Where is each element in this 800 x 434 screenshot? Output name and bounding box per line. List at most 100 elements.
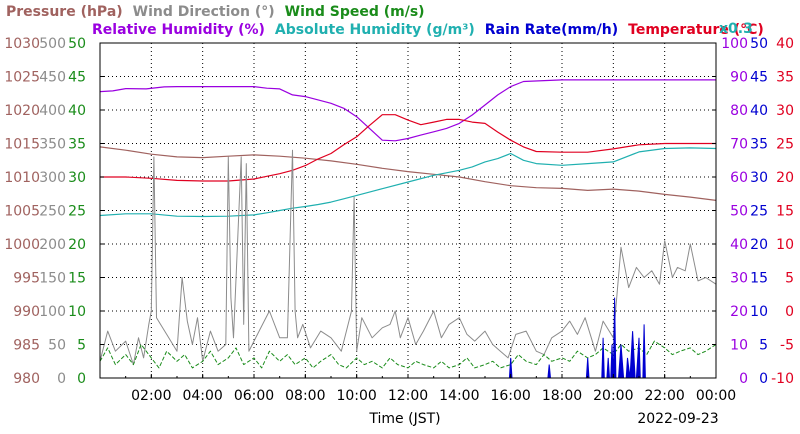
y-tick-label-pressure: 1000	[4, 237, 40, 253]
y-tick-label-temperature: 15	[776, 204, 794, 220]
y-tick-label-humidity: 10	[730, 338, 748, 354]
y-tick-label-pressure: 1005	[4, 204, 40, 220]
y-tick-label-pressure: 1010	[4, 170, 40, 186]
y-tick-label-rain-rate: 45	[750, 70, 768, 86]
y-tick-label-humidity: 100	[721, 36, 748, 52]
chart-header: Pressure (hPa) Wind Direction (°) Wind Spe…	[6, 4, 764, 38]
y-tick-label-pressure: 995	[13, 271, 40, 287]
y-tick-label-rain-rate: 50	[750, 36, 768, 52]
y-tick-label-rain-rate: 35	[750, 137, 768, 153]
y-tick-label-humidity: 30	[730, 271, 748, 287]
y-tick-label-humidity: 20	[730, 304, 748, 320]
y-tick-label-rain-rate: 5	[759, 338, 768, 354]
y-tick-label-humidity: 50	[730, 204, 748, 220]
y-tick-label-temperature: 10	[776, 237, 794, 253]
series-absolute-humidity-g-m	[99, 147, 717, 218]
x-tick-label: 22:00	[644, 388, 684, 404]
y-tick-label-rain-rate: 25	[750, 204, 768, 220]
date-label: 2022-09-23	[637, 411, 718, 427]
y-tick-label-temperature: 25	[776, 137, 794, 153]
y-tick-label-rain-rate: 40	[750, 103, 768, 119]
y-tick-label-humidity: 0	[739, 371, 748, 387]
y-tick-label-wind-speed: 5	[77, 338, 86, 354]
y-tick-label-rain-rate: 20	[750, 237, 768, 253]
y-tick-label-wind-speed: 35	[68, 137, 86, 153]
y-tick-label-temperature: 30	[776, 103, 794, 119]
y-tick-label-wind-speed: 20	[68, 237, 86, 253]
series-temperature-c	[100, 114, 716, 182]
y-tick-label-rain-rate: 15	[750, 271, 768, 287]
legend-pressure-hpa: Pressure (hPa)	[6, 4, 123, 20]
y-tick-label-pressure: 1030	[4, 36, 40, 52]
chart-series	[99, 79, 717, 379]
x-axis-label: Time (JST)	[368, 411, 440, 427]
y-tick-label-wind-speed: 50	[68, 36, 86, 52]
y-tick-label-pressure: 1015	[4, 137, 40, 153]
y-tick-label-temperature: 20	[776, 170, 794, 186]
y-tick-label-pressure: 985	[13, 338, 40, 354]
legend-wind-direction: Wind Direction (°)	[133, 4, 275, 20]
y-tick-label-temperature: -10	[771, 371, 794, 387]
legend-rain-rate-mm-h: Rain Rate(mm/h)	[485, 22, 618, 38]
x-tick-label: 02:00	[131, 388, 171, 404]
x-tick-label: 12:00	[388, 388, 428, 404]
y-tick-label-wind-direction: 0	[57, 371, 66, 387]
y-tick-label-wind-direction: 500	[39, 36, 66, 52]
y-tick-label-humidity: 40	[730, 237, 748, 253]
y-tick-label-wind-direction: 450	[39, 70, 66, 86]
y-tick-label-temperature: 0	[785, 304, 794, 320]
y-tick-label-rain-rate: 10	[750, 304, 768, 320]
y-tick-label-wind-direction: 100	[39, 304, 66, 320]
series-wind-speed-m-s	[99, 340, 717, 369]
y-tick-label-humidity: 80	[730, 103, 748, 119]
y-tick-label-wind-speed: 10	[68, 304, 86, 320]
x-tick-label: 18:00	[542, 388, 582, 404]
y-tick-label-wind-speed: 45	[68, 70, 86, 86]
y-tick-label-humidity: 90	[730, 70, 748, 86]
y-tick-label-wind-direction: 50	[48, 338, 66, 354]
y-tick-label-temperature: -5	[780, 338, 794, 354]
x-tick-label: 00:00	[696, 388, 736, 404]
y-tick-label-wind-speed: 40	[68, 103, 86, 119]
y-tick-label-pressure: 1020	[4, 103, 40, 119]
x-tick-label: 10:00	[336, 388, 376, 404]
legend-temperature-c: Temperature (°C)	[628, 22, 764, 38]
y-tick-label-rain-rate: 0	[759, 371, 768, 387]
series-wind-direction	[99, 149, 717, 366]
x-axis-ticks: 02:00 04:00 06:00 08:00 10:00 12:00 14:00 16:00…	[100, 42, 736, 404]
y-tick-label-wind-direction: 150	[39, 271, 66, 287]
y-tick-label-wind-direction: 350	[39, 137, 66, 153]
y-tick-label-temperature: 40	[776, 36, 794, 52]
y-tick-label-humidity: 60	[730, 170, 748, 186]
y-tick-label-temperature: 35	[776, 70, 794, 86]
y-tick-label-temperature: 5	[785, 271, 794, 287]
y-tick-label-humidity: 70	[730, 137, 748, 153]
legend-relative-humidity: Relative Humidity (%)	[92, 22, 265, 38]
x-tick-label: 04:00	[182, 388, 222, 404]
y-tick-label-wind-speed: 25	[68, 204, 86, 220]
right-axes: 0102030405060708090100051015202530354045…	[721, 36, 794, 387]
y-tick-label-wind-direction: 250	[39, 204, 66, 220]
x-tick-label: 08:00	[285, 388, 325, 404]
y-tick-label-wind-speed: 0	[77, 371, 86, 387]
x-tick-label: 16:00	[490, 388, 530, 404]
y-tick-label-wind-direction: 400	[39, 103, 66, 119]
series-relative-humidity	[99, 79, 716, 142]
series-pressure-hpa	[99, 146, 717, 201]
y-tick-label-rain-rate: 30	[750, 170, 768, 186]
y-tick-label-pressure: 980	[13, 371, 40, 387]
y-tick-label-pressure: 990	[13, 304, 40, 320]
y-tick-label-wind-speed: 15	[68, 271, 86, 287]
y-tick-label-wind-speed: 30	[68, 170, 86, 186]
x-tick-label: 20:00	[593, 388, 633, 404]
left-axes: 9809859909951000100510101015102010251030…	[4, 36, 86, 387]
y-tick-label-wind-direction: 200	[39, 237, 66, 253]
x-tick-label: 14:00	[439, 388, 479, 404]
x-tick-label: 06:00	[234, 388, 274, 404]
chart-grid	[100, 43, 716, 378]
legend-absolute-humidity-g-m: Absolute Humidity (g/m³)	[275, 22, 475, 38]
scale-note: x0.3	[719, 21, 753, 37]
legend-wind-speed-m-s: Wind Speed (m/s)	[285, 4, 425, 20]
y-tick-label-wind-direction: 300	[39, 170, 66, 186]
